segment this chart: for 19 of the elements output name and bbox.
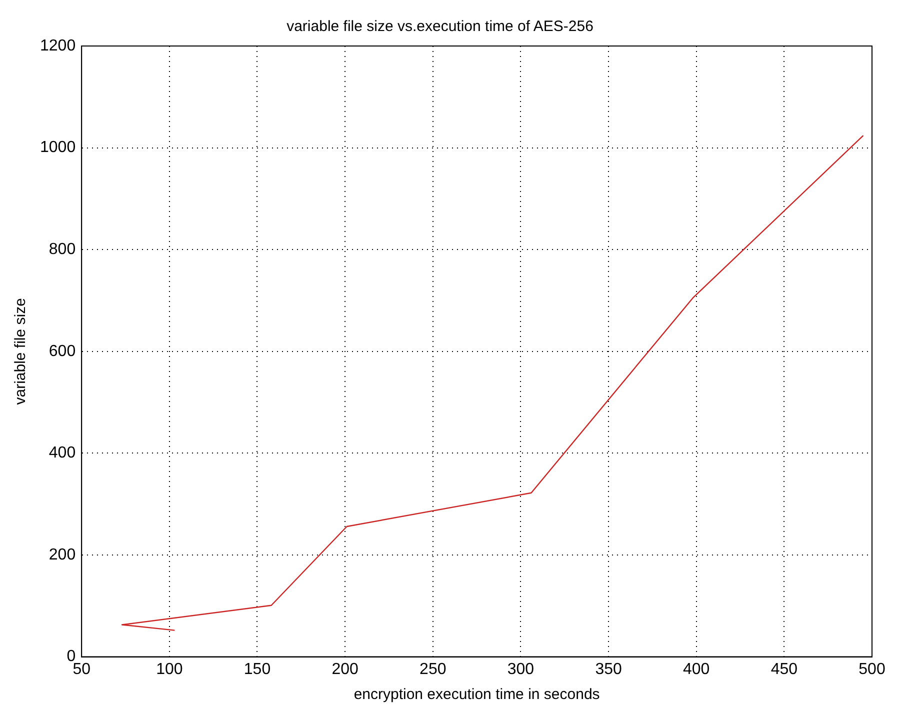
x-tick-label: 300 [507, 660, 534, 678]
x-tick-label: 200 [332, 660, 359, 678]
x-tick-label: 50 [72, 660, 91, 678]
x-tick-label: 500 [858, 660, 886, 678]
x-axis-title: encryption execution time in seconds [354, 686, 600, 704]
y-tick-label: 400 [48, 444, 76, 462]
x-tick-label: 150 [244, 660, 271, 678]
chart-title: variable file size vs.execution time of AES-256 [286, 18, 594, 36]
x-tick-label: 250 [420, 660, 446, 678]
y-tick-label: 800 [48, 241, 76, 258]
y-axis-title: variable file size [12, 298, 30, 405]
y-tick-label: 200 [48, 546, 76, 564]
y-tick-label: 1000 [40, 139, 76, 156]
x-tick-label: 400 [683, 660, 710, 678]
x-tick-label: 100 [156, 660, 183, 678]
y-tick-label: 1200 [40, 37, 76, 54]
x-tick-label: 350 [595, 660, 622, 678]
y-tick-label: 600 [48, 342, 76, 360]
x-tick-label: 450 [770, 660, 798, 678]
